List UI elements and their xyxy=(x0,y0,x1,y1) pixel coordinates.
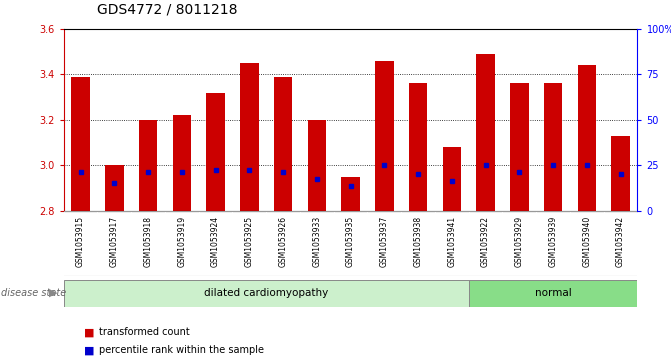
Text: GSM1053915: GSM1053915 xyxy=(76,216,85,267)
Bar xyxy=(71,77,90,211)
Bar xyxy=(578,65,596,211)
Text: GSM1053919: GSM1053919 xyxy=(177,216,187,267)
Bar xyxy=(139,120,158,211)
Text: GSM1053935: GSM1053935 xyxy=(346,216,355,267)
Text: GSM1053917: GSM1053917 xyxy=(110,216,119,267)
Text: ■: ■ xyxy=(84,345,95,355)
Text: GSM1053939: GSM1053939 xyxy=(549,216,558,267)
Bar xyxy=(274,77,293,211)
Bar xyxy=(342,176,360,211)
Bar xyxy=(510,83,529,211)
Text: dilated cardiomyopathy: dilated cardiomyopathy xyxy=(204,288,328,298)
Bar xyxy=(240,63,258,211)
Bar xyxy=(469,280,637,307)
Text: GSM1053941: GSM1053941 xyxy=(448,216,456,267)
Text: GDS4772 / 8011218: GDS4772 / 8011218 xyxy=(97,2,238,16)
Text: ■: ■ xyxy=(84,327,95,337)
Text: GSM1053938: GSM1053938 xyxy=(413,216,423,267)
Bar xyxy=(105,165,123,211)
Bar xyxy=(544,83,562,211)
Bar xyxy=(172,115,191,211)
Bar xyxy=(375,61,394,211)
Text: GSM1053942: GSM1053942 xyxy=(616,216,625,267)
Text: GSM1053925: GSM1053925 xyxy=(245,216,254,267)
Text: GSM1053918: GSM1053918 xyxy=(144,216,152,267)
Text: GSM1053924: GSM1053924 xyxy=(211,216,220,267)
Bar xyxy=(206,93,225,211)
Text: GSM1053926: GSM1053926 xyxy=(278,216,288,267)
Bar xyxy=(64,280,469,307)
Text: ▶: ▶ xyxy=(49,288,58,298)
Text: GSM1053937: GSM1053937 xyxy=(380,216,389,267)
Bar xyxy=(611,136,630,211)
Text: normal: normal xyxy=(535,288,572,298)
Text: GSM1053929: GSM1053929 xyxy=(515,216,524,267)
Text: GSM1053933: GSM1053933 xyxy=(312,216,321,267)
Bar xyxy=(476,54,495,211)
Text: disease state: disease state xyxy=(1,288,66,298)
Bar xyxy=(409,83,427,211)
Text: transformed count: transformed count xyxy=(99,327,189,337)
Bar xyxy=(307,120,326,211)
Text: GSM1053940: GSM1053940 xyxy=(582,216,591,267)
Text: percentile rank within the sample: percentile rank within the sample xyxy=(99,345,264,355)
Bar xyxy=(443,147,461,211)
Text: GSM1053922: GSM1053922 xyxy=(481,216,490,267)
